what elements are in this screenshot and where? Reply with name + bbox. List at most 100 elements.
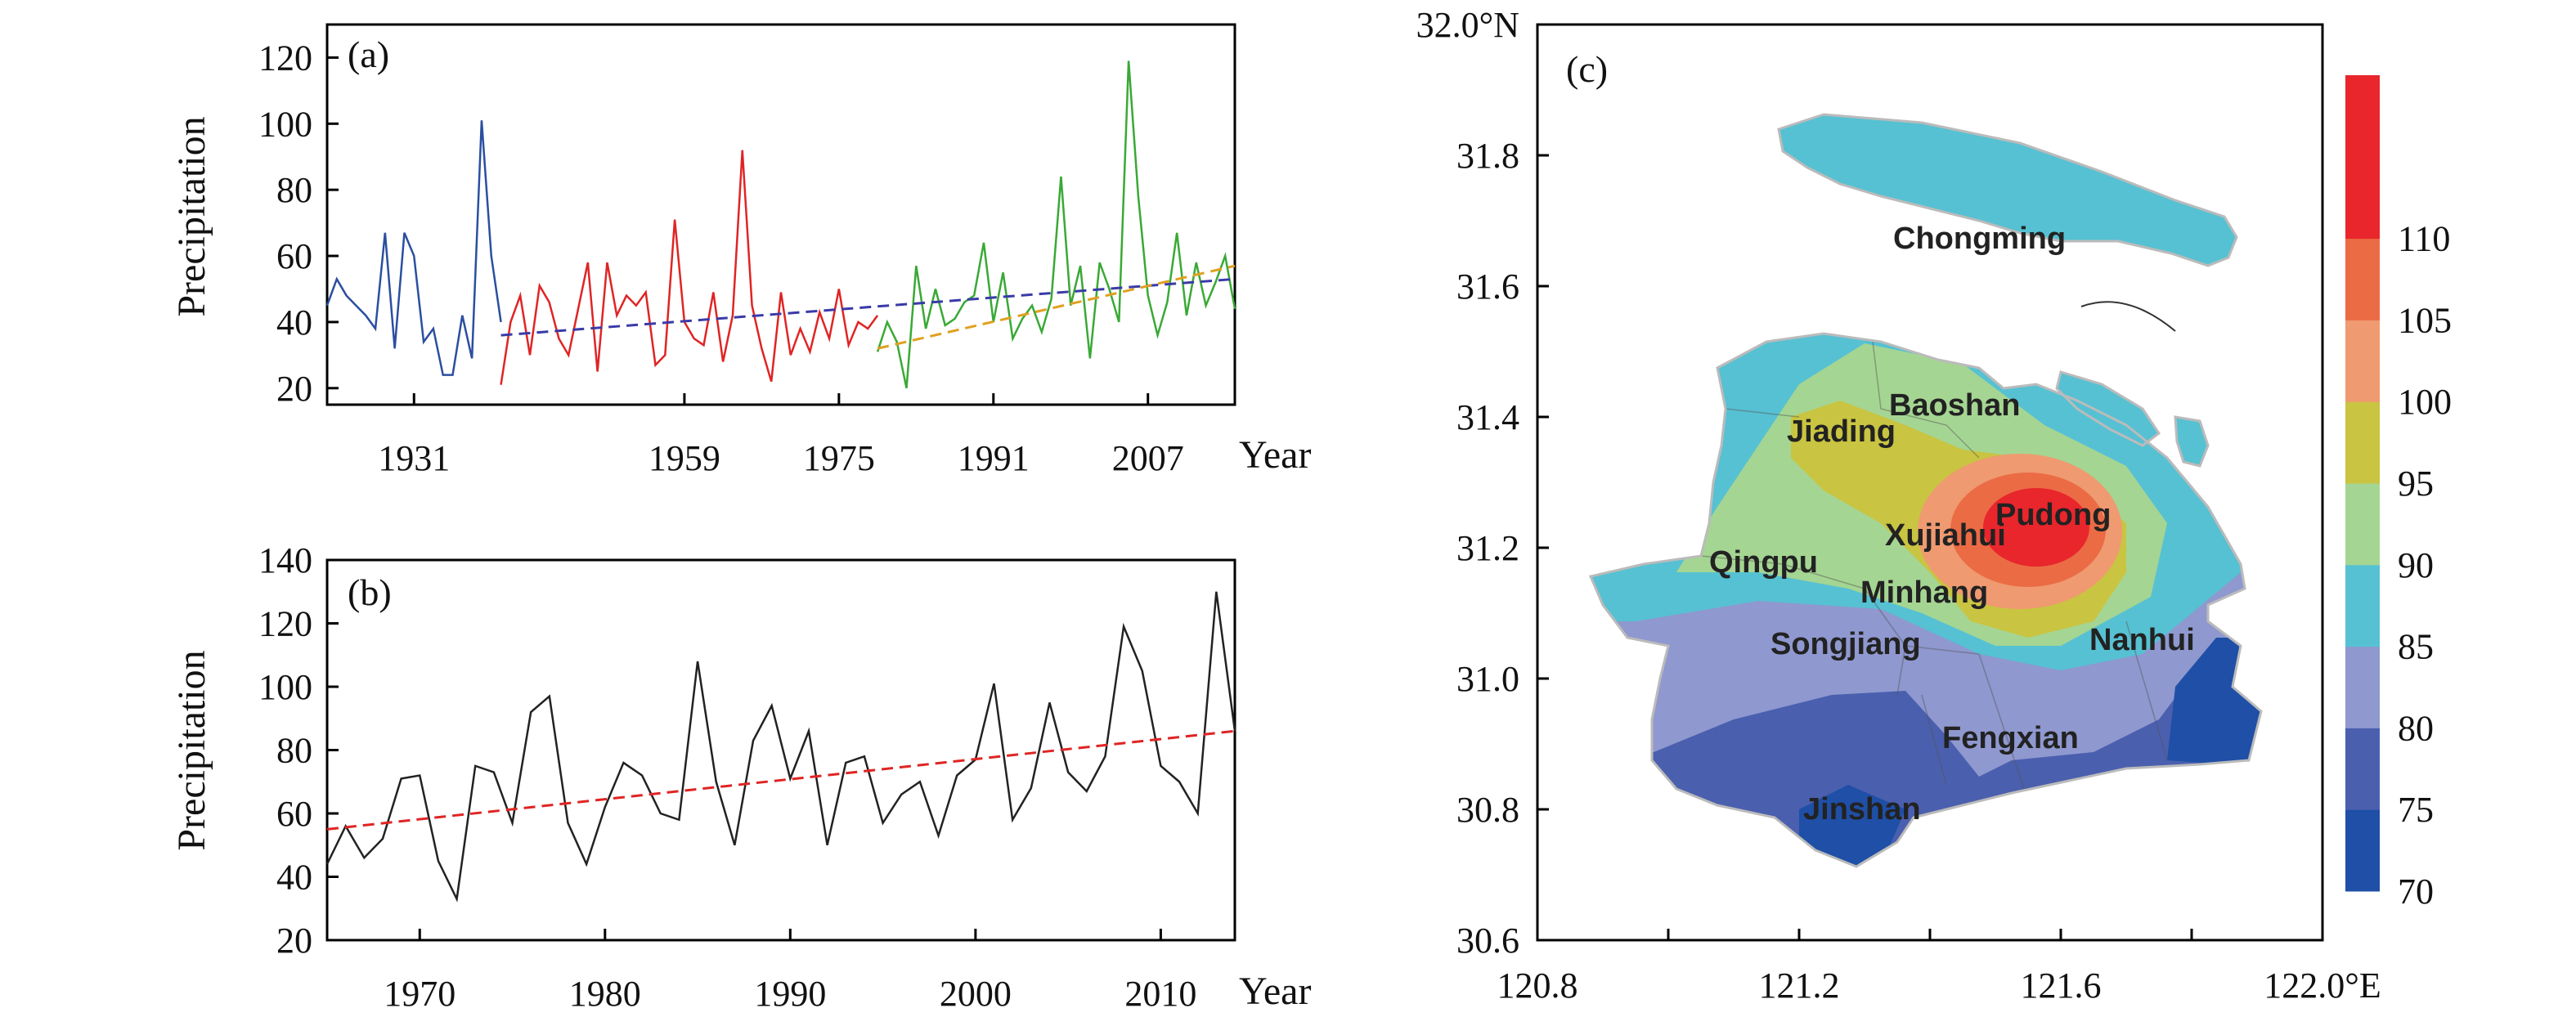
panel-b-chart: (b) Precipitation Year 20 40 60 80 100 120 140… — [170, 540, 1311, 1014]
x-tick-label: 1959 — [648, 438, 720, 478]
panel-a-frame — [325, 23, 1236, 406]
series-line-trend-2 — [877, 264, 1236, 350]
lat-tick-label: 31.0 — [1456, 659, 1519, 699]
y-tick-label: 60 — [276, 236, 312, 276]
colorbar-swatch — [2345, 75, 2380, 158]
chongming-outline — [1777, 113, 2238, 267]
y-tick-label: 100 — [258, 104, 312, 144]
colorbar-label: 100 — [2398, 382, 2452, 422]
panel-b-label: (b) — [348, 571, 392, 613]
district-songjiang: Songjiang — [1770, 627, 1921, 661]
panel-a-y-ticks: 20 40 60 80 100 120 — [258, 38, 339, 409]
lat-tick-label: 31.6 — [1456, 267, 1519, 307]
series-line-trend-1 — [500, 277, 1236, 337]
colorbar-swatch — [2345, 564, 2380, 647]
x-tick-label: 1970 — [384, 974, 456, 1014]
district-boundaries — [1700, 341, 2168, 802]
x-tick-label: 1975 — [803, 438, 875, 478]
y-tick-label: 100 — [258, 667, 312, 707]
lat-tick-label: 31.8 — [1456, 136, 1519, 176]
series-line-period-2 — [500, 150, 879, 385]
y-tick-label: 20 — [276, 921, 312, 961]
lat-tick-label: 31.4 — [1456, 397, 1519, 437]
y-tick-label: 120 — [258, 38, 312, 78]
y-tick-label: 80 — [276, 170, 312, 210]
series-line-period-3 — [876, 60, 1236, 389]
lat-tick-label: 30.6 — [1456, 921, 1519, 961]
y-tick-label: 20 — [276, 369, 312, 409]
x-tick-label: 2007 — [1112, 438, 1184, 478]
colorbar-label: 90 — [2398, 545, 2434, 585]
mainland-outline — [1588, 332, 2263, 868]
lon-tick-label: 121.2 — [1759, 965, 1840, 1006]
colorbar-label: 85 — [2398, 627, 2434, 667]
x-tick-label: 2000 — [940, 974, 1012, 1014]
lon-tick-label: 121.6 — [2021, 965, 2102, 1006]
y-tick-label: 60 — [276, 794, 312, 834]
panel-c-label: (c) — [1566, 48, 1608, 90]
panel-c-y-ticks: 30.6 30.8 31.0 31.2 31.4 31.6 31.8 32.0°N — [1416, 5, 1549, 961]
colorbar-label: 95 — [2398, 464, 2434, 504]
y-tick-label: 40 — [276, 858, 312, 898]
panel-a-ylabel: Precipitation — [170, 116, 213, 316]
chongming-contour-line — [2080, 301, 2176, 332]
colorbar-swatch — [2345, 238, 2380, 320]
lat-tick-label: 31.2 — [1456, 528, 1519, 568]
panel-b-ylabel: Precipitation — [170, 650, 213, 850]
district-nanhui: Nanhui — [2089, 623, 2195, 657]
panel-a-xlabel: Year — [1239, 433, 1311, 477]
colorbar-swatch — [2345, 320, 2380, 402]
panel-a-x-ticks: 1931 1959 1975 1991 2007 — [378, 393, 1184, 478]
district-xujiahui: Xujiahui — [1885, 518, 2006, 553]
district-chongming: Chongming — [1893, 222, 2066, 256]
district-minhang: Minhang — [1860, 576, 1988, 610]
lon-tick-label: 122.0°E — [2264, 965, 2381, 1006]
panel-b-series — [325, 591, 1236, 903]
colorbar-swatch — [2345, 156, 2380, 240]
colorbar: 70 75 80 85 90 95 100 105 110 — [2345, 75, 2452, 912]
colorbar-swatch — [2345, 728, 2380, 810]
islet-2-outline — [2174, 415, 2210, 468]
colorbar-swatch — [2345, 646, 2380, 728]
contour-110-plus — [1983, 488, 2089, 567]
x-tick-label: 1931 — [378, 438, 450, 478]
panel-c-x-ticks: 120.8 121.2 121.6 122.0°E — [1497, 929, 2381, 1006]
panel-b-x-ticks: 1970 1980 1990 2000 2010 — [384, 929, 1196, 1014]
y-tick-label: 140 — [258, 540, 312, 580]
panel-c-map: (c) Chongming Baoshan — [1416, 5, 2381, 1006]
y-tick-label: 40 — [276, 302, 312, 343]
panel-b-y-ticks: 20 40 60 80 100 120 140 — [258, 540, 339, 961]
series-line-trend — [326, 729, 1236, 831]
series-line-period-1 — [325, 120, 502, 376]
colorbar-label: 105 — [2398, 300, 2452, 340]
colorbar-label: 110 — [2398, 219, 2450, 259]
lat-tick-label: 32.0°N — [1416, 5, 1519, 45]
colorbar-label: 70 — [2398, 871, 2434, 912]
district-pudong: Pudong — [1995, 498, 2111, 532]
lon-tick-label: 120.8 — [1497, 965, 1578, 1006]
panel-b-frame — [325, 558, 1236, 942]
series-line-annual — [325, 591, 1236, 903]
district-qingpu: Qingpu — [1709, 545, 1818, 580]
x-tick-label: 2010 — [1124, 974, 1196, 1014]
colorbar-swatch — [2345, 483, 2380, 566]
colorbar-swatch — [2345, 401, 2380, 484]
district-jinshan: Jinshan — [1803, 792, 1921, 827]
panel-a-chart: (a) Precipitation Year 20 40 60 80 100 120 19… — [170, 23, 1311, 478]
panel-b-xlabel: Year — [1239, 970, 1311, 1013]
panel-a-series — [325, 60, 1236, 389]
x-tick-label: 1990 — [754, 974, 826, 1014]
panel-a-label: (a) — [348, 34, 389, 75]
lat-tick-label: 30.8 — [1456, 790, 1519, 830]
colorbar-label: 80 — [2398, 708, 2434, 748]
islet-1-outline — [2055, 370, 2161, 447]
y-tick-label: 80 — [276, 731, 312, 771]
district-baoshan: Baoshan — [1889, 388, 2020, 423]
district-fengxian: Fengxian — [1942, 721, 2079, 755]
colorbar-label: 75 — [2398, 790, 2434, 830]
y-tick-label: 120 — [258, 604, 312, 644]
district-jiading: Jiading — [1787, 414, 1896, 449]
colorbar-swatch — [2345, 809, 2380, 892]
x-tick-label: 1980 — [569, 974, 641, 1014]
coastline — [1588, 113, 2263, 868]
